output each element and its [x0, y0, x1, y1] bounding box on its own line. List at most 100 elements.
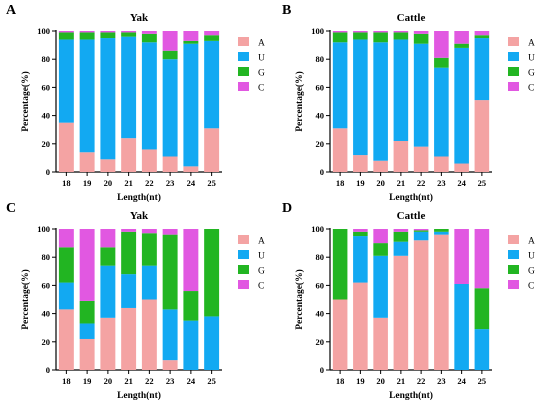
y-tick-label: 80: [316, 252, 325, 262]
y-tick-label: 40: [316, 111, 325, 121]
y-tick-label: 20: [42, 139, 51, 149]
y-axis-label: Percentage(%): [20, 71, 31, 132]
bar-segment-a: [393, 140, 409, 172]
bar-segment-a: [183, 166, 199, 172]
x-tick-label: 23: [166, 376, 175, 386]
y-tick-label: 0: [46, 167, 50, 177]
x-tick-label: 25: [478, 376, 487, 386]
y-tick-label: 40: [42, 111, 51, 121]
bar-segment-a: [79, 152, 95, 172]
bar-segment-a: [332, 128, 348, 172]
x-tick-label: 21: [397, 376, 406, 386]
bar-segment-a: [121, 307, 137, 370]
panel-letter: D: [282, 201, 292, 216]
bar-segment-u: [100, 38, 116, 160]
panel-letter: C: [6, 201, 16, 216]
x-tick-label: 22: [145, 178, 154, 188]
bar-segment-u: [413, 43, 429, 147]
y-tick-label: 60: [316, 280, 325, 290]
bar-segment-u: [353, 39, 368, 156]
y-tick-label: 0: [320, 365, 324, 375]
x-tick-label: 21: [397, 178, 406, 188]
bar-segment-a: [141, 149, 157, 172]
bar-segment-c: [454, 31, 469, 44]
bar-segment-u: [454, 283, 469, 370]
bar-segment-g: [332, 32, 348, 43]
bar-segment-u: [204, 316, 220, 370]
legend-label: U: [528, 54, 535, 64]
y-tick-label: 40: [316, 309, 325, 319]
bar-segment-u: [79, 323, 95, 339]
bar-segment-c: [373, 31, 388, 33]
x-tick-label: 24: [457, 376, 466, 386]
legend-swatch-u: [238, 250, 249, 259]
bar-segment-c: [332, 31, 348, 33]
y-tick-label: 20: [316, 139, 325, 149]
y-tick-label: 80: [42, 252, 51, 262]
x-tick-label: 21: [124, 376, 133, 386]
bar-segment-u: [373, 42, 388, 161]
bar-segment-c: [454, 229, 469, 284]
legend-swatch-g: [508, 67, 519, 76]
legend-label: C: [258, 84, 264, 94]
bar-segment-u: [141, 265, 157, 300]
bar-segment-a: [373, 160, 388, 172]
bar-segment-a: [353, 282, 368, 370]
bar-segment-a: [204, 128, 220, 172]
bar-segment-g: [373, 32, 388, 43]
y-axis-label: Percentage(%): [294, 71, 305, 132]
x-tick-label: 22: [417, 376, 426, 386]
bar-segment-u: [332, 42, 348, 129]
bar-segment-u: [58, 282, 74, 310]
bar-segment-a: [413, 240, 429, 370]
bar-segment-c: [100, 229, 116, 248]
legend-swatch-g: [508, 265, 519, 274]
bar-segment-c: [474, 31, 490, 36]
bar-segment-g: [79, 300, 95, 324]
x-tick-label: 25: [207, 178, 216, 188]
bar-segment-u: [474, 329, 490, 370]
bar-segment-g: [393, 32, 409, 40]
bar-segment-g: [100, 32, 116, 39]
x-axis-label: Length(nt): [117, 192, 161, 203]
bar-segment-g: [58, 247, 74, 283]
bar-segment-c: [474, 229, 490, 289]
bar-segment-u: [393, 39, 409, 141]
bar-segment-g: [474, 35, 490, 39]
legend-swatch-g: [238, 265, 249, 274]
bar-segment-a: [393, 255, 409, 370]
chart-panel-c: C Yak 0 20 40 60 80 100 Percentage(%) 18 19 20 21 22 2…: [6, 201, 265, 401]
bar-segment-a: [121, 138, 137, 172]
bar-segment-u: [121, 36, 137, 139]
bar-segment-a: [58, 122, 74, 172]
x-tick-label: 18: [62, 376, 71, 386]
bar-segment-a: [332, 299, 348, 370]
bar-segment-u: [183, 320, 199, 370]
legend-swatch-c: [238, 280, 249, 289]
bar-segment-g: [141, 33, 157, 43]
legend-label: G: [528, 69, 535, 79]
legend-swatch-c: [238, 82, 249, 91]
bar-segment-g: [434, 57, 449, 68]
bar-segment-c: [353, 229, 368, 232]
bar-segment-c: [141, 229, 157, 234]
bar-segment-g: [393, 231, 409, 242]
bar-segment-a: [162, 360, 178, 370]
legend-swatch-u: [238, 52, 249, 61]
x-tick-label: 23: [437, 376, 446, 386]
bar-segment-a: [434, 234, 449, 370]
bar-segment-g: [353, 231, 368, 237]
x-tick-label: 19: [83, 178, 92, 188]
y-tick-label: 60: [316, 82, 325, 92]
bar-segment-g: [413, 33, 429, 44]
bar-segment-g: [121, 32, 137, 37]
bar-segment-g: [474, 288, 490, 330]
bar-segment-c: [413, 31, 429, 34]
legend-label: G: [258, 69, 265, 79]
legend-label: G: [258, 267, 265, 277]
bar-segment-g: [100, 247, 116, 266]
legend-swatch-a: [508, 235, 519, 244]
x-tick-label: 19: [83, 376, 92, 386]
bar-segment-a: [434, 156, 449, 172]
